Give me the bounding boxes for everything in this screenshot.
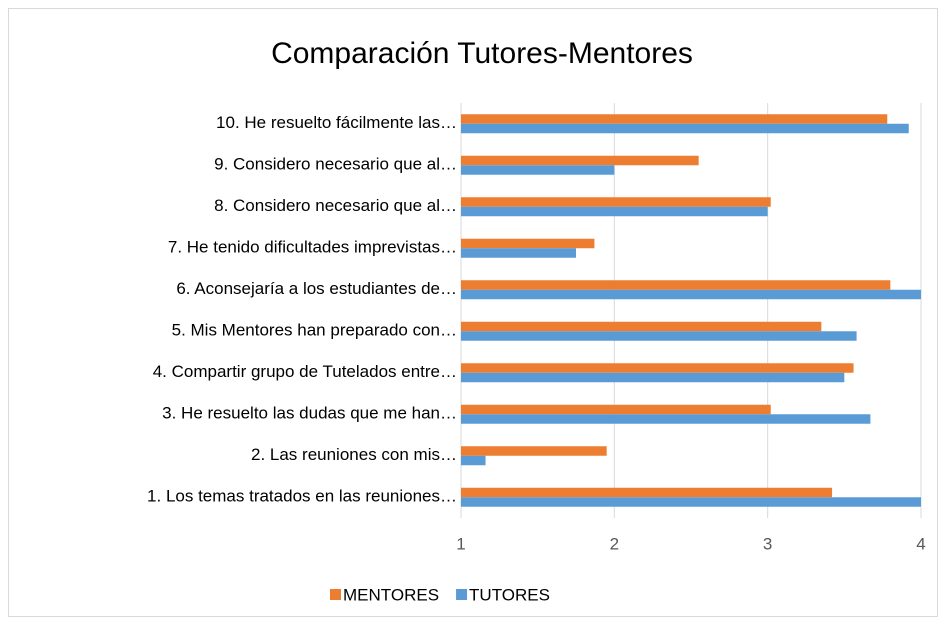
y-tick-label: 7. He tenido dificultades imprevistas…: [168, 238, 457, 257]
bar: [461, 123, 909, 134]
bar: [461, 446, 607, 456]
y-tick-label: 8. Considero necesario que al…: [214, 196, 457, 215]
bar: [461, 165, 615, 175]
bar: [461, 289, 921, 300]
chart-title: Comparación Tutores-Mentores: [271, 37, 693, 70]
y-tick-label: 4. Compartir grupo de Tutelados entre…: [153, 362, 457, 381]
bar: [461, 414, 871, 424]
y-tick-label: 1. Los temas tratados en las reuniones…: [147, 487, 457, 506]
chart-frame: [8, 8, 938, 617]
y-tick-label: 9. Considero necesario que al…: [214, 155, 457, 174]
bar: [461, 206, 768, 217]
bar: [461, 321, 822, 332]
legend-swatch: [330, 589, 341, 600]
x-tick-label: 3: [763, 534, 772, 553]
y-tick-label: 2. Las reuniones con mis…: [251, 445, 457, 464]
x-tick-label: 1: [456, 534, 465, 553]
x-tick-label: 4: [916, 534, 925, 553]
bar: [461, 238, 595, 249]
bar: [461, 404, 771, 415]
legend-label: TUTORES: [469, 585, 550, 604]
bar: [461, 363, 854, 373]
y-tick-label: 10. He resuelto fácilmente las…: [216, 113, 457, 132]
bar: [461, 197, 771, 207]
bar: [461, 497, 921, 507]
y-tick-label: 6. Aconsejaría a los estudiantes de…: [176, 279, 457, 298]
bar: [461, 487, 833, 498]
bar: [461, 372, 845, 383]
bar: [461, 455, 486, 466]
bar: [461, 155, 699, 166]
bar: [461, 280, 891, 290]
bar: [461, 114, 888, 124]
bar: [461, 331, 857, 341]
bar: [461, 248, 576, 258]
y-tick-label: 5. Mis Mentores han preparado con…: [172, 321, 457, 340]
y-tick-label: 3. He resuelto las dudas que me han…: [162, 404, 457, 423]
legend-swatch: [456, 589, 468, 600]
x-tick-label: 2: [610, 534, 619, 553]
legend-label: MENTORES: [343, 585, 439, 604]
